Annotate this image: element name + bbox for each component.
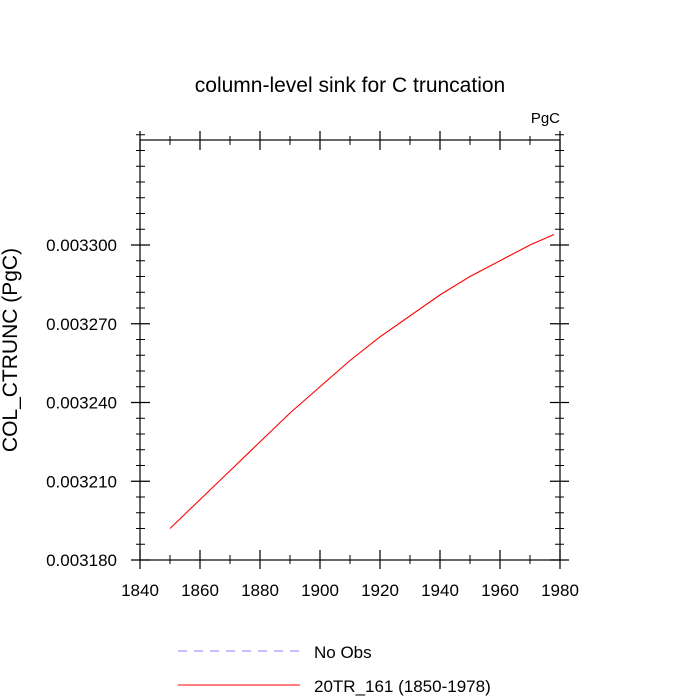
x-tick-label: 1960	[481, 581, 519, 600]
x-tick-label: 1840	[121, 581, 159, 600]
series-lines	[169, 233, 555, 529]
x-tick-label: 1940	[421, 581, 459, 600]
minor-ticks	[136, 134, 564, 564]
y-axis-label: COL_CTRUNC (PgC)	[0, 248, 22, 452]
y-tick-label: 0.003270	[46, 315, 117, 334]
y-tick-label: 0.003180	[46, 551, 117, 570]
x-tick-label: 1980	[541, 581, 579, 600]
units-label: PgC	[531, 110, 560, 127]
x-tick-label: 1880	[241, 581, 279, 600]
chart-title: column-level sink for C truncation	[195, 74, 505, 97]
y-tick-label: 0.003300	[46, 236, 117, 255]
x-tick-label: 1920	[361, 581, 399, 600]
y-tick-label: 0.003240	[46, 394, 117, 413]
x-tick-label: 1900	[301, 581, 339, 600]
x-tick-label: 1860	[181, 581, 219, 600]
legend: No Obs 20TR_161 (1850-1978)	[178, 643, 491, 696]
legend-label-0: No Obs	[314, 643, 372, 662]
x-tick-labels: 1840 1860 1880 1900 1920 1940 1960 1980	[121, 581, 579, 600]
y-tick-labels: 0.003180 0.003210 0.003240 0.003270 0.003300	[46, 236, 117, 570]
y-tick-label: 0.003210	[46, 472, 117, 491]
series-line-1	[169, 233, 555, 529]
major-ticks	[131, 131, 569, 569]
legend-label-1: 20TR_161 (1850-1978)	[314, 677, 491, 696]
